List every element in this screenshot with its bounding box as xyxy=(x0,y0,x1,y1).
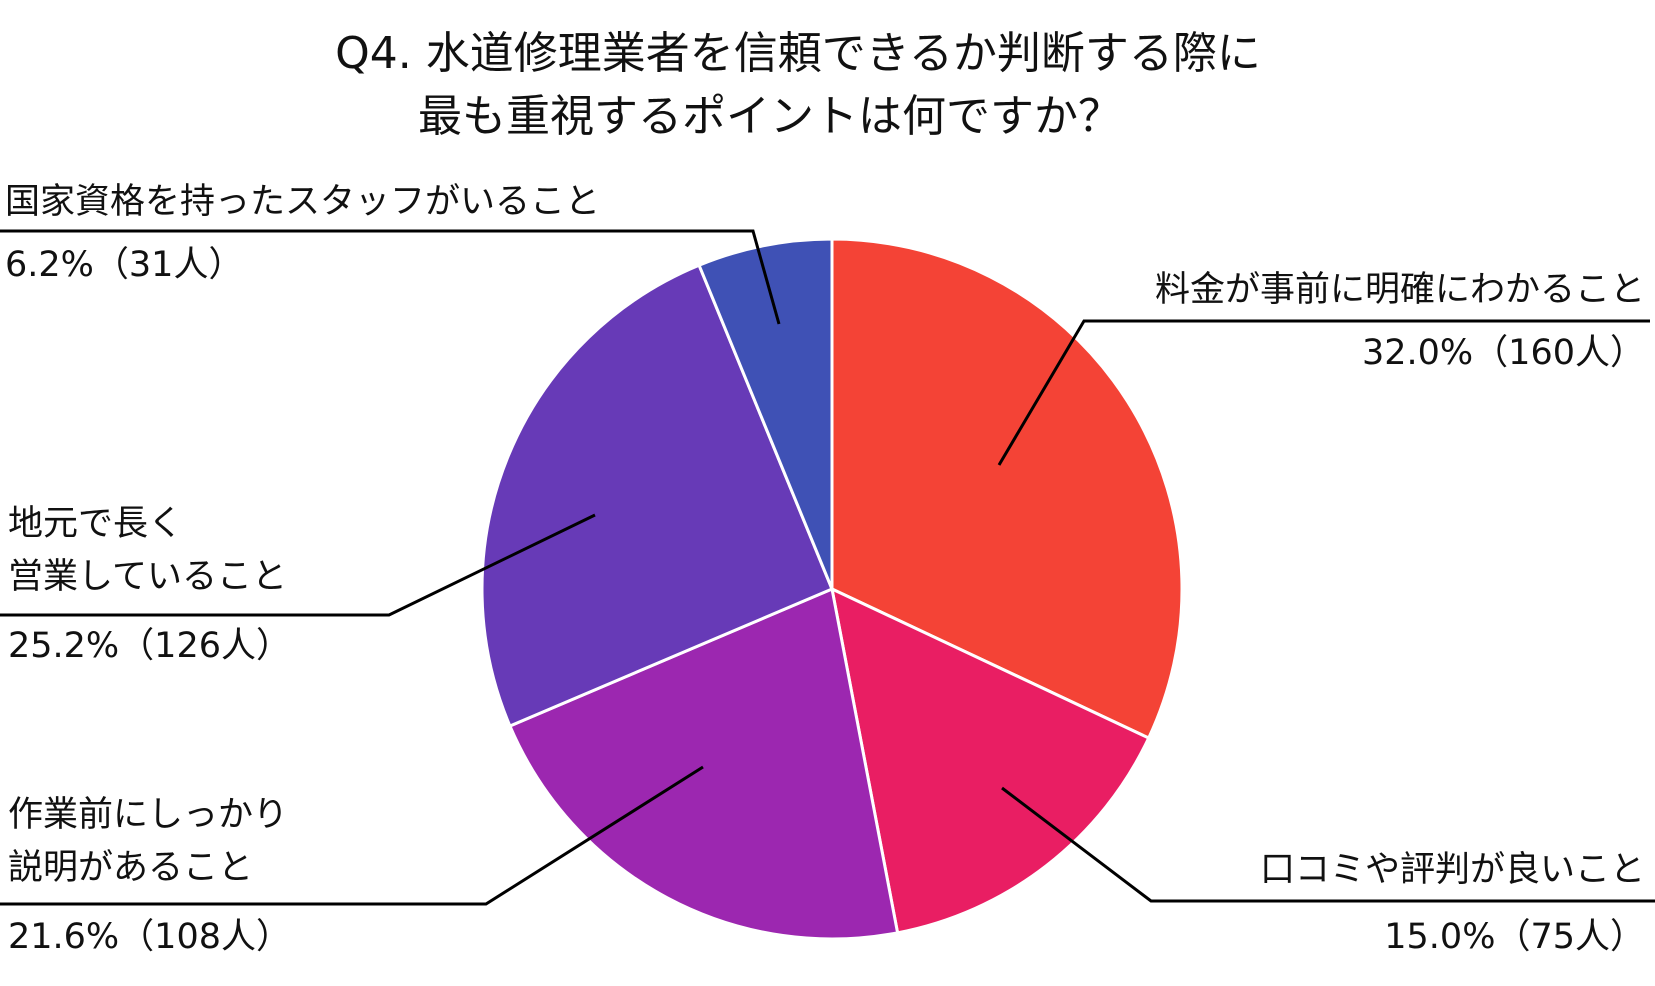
chart-title-line-2: 最も重視するポイントは何ですか？ xyxy=(418,91,1122,142)
slice-value-label-0: 32.0%（160人） xyxy=(1362,333,1645,373)
leader-line-4 xyxy=(0,229,781,325)
slice-label-3: 地元で長く xyxy=(8,504,183,544)
pie-slice-0 xyxy=(830,237,1184,741)
pie-slice-4 xyxy=(697,237,834,590)
pie-slice-2 xyxy=(507,586,900,941)
slice-label-4: 国家資格を持ったスタッフがいること xyxy=(5,182,600,222)
slice-label-3: 営業していること xyxy=(8,557,287,597)
slice-value-label-1: 15.0%（75人） xyxy=(1384,917,1645,957)
pie-slice-3 xyxy=(480,263,834,728)
leader-line-0 xyxy=(997,319,1650,466)
slice-label-2: 説明があること xyxy=(8,848,253,888)
slice-label-0: 料金が事前に明確にわかること xyxy=(1155,270,1645,310)
chart-title-line-1: Q4. 水道修理業者を信頼できるか判断する際に xyxy=(335,28,1261,79)
slice-value-label-2: 21.6%（108人） xyxy=(8,917,291,957)
slice-label-2: 作業前にしっかり xyxy=(8,795,288,835)
leader-line-1 xyxy=(1001,786,1655,903)
leader-line-3 xyxy=(0,513,596,617)
slice-value-label-4: 6.2%（31人） xyxy=(5,245,243,285)
slice-value-label-3: 25.2%（126人） xyxy=(8,626,291,666)
pie-slice-1 xyxy=(829,586,1151,935)
slice-label-1: 口コミや評判が良いこと xyxy=(1260,850,1645,890)
leader-line-2 xyxy=(0,765,704,906)
